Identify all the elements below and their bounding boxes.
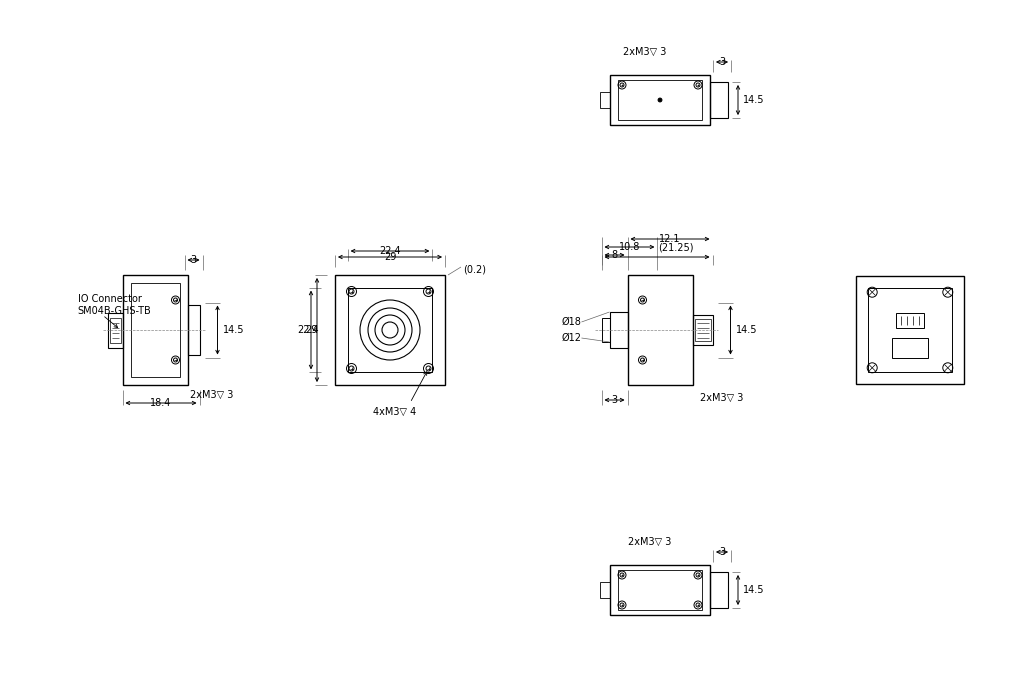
Bar	[710, 82, 728, 118]
Bar	[600, 92, 610, 108]
Bar	[109, 318, 121, 342]
Text: (0.2): (0.2)	[464, 265, 486, 275]
Text: 22.4: 22.4	[297, 325, 318, 335]
Text: 4xM3▽ 4: 4xM3▽ 4	[373, 407, 416, 417]
Bar	[348, 288, 433, 372]
Bar	[187, 305, 200, 355]
Bar	[131, 283, 179, 377]
Bar	[618, 80, 702, 120]
Bar	[618, 570, 702, 610]
Bar	[610, 565, 710, 615]
Bar	[600, 582, 610, 598]
Bar	[710, 572, 728, 608]
Text: 2xM3▽ 3: 2xM3▽ 3	[628, 537, 672, 547]
Text: 2xM3▽ 3: 2xM3▽ 3	[623, 47, 666, 57]
Bar	[892, 338, 928, 358]
Text: 2xM3▽ 3: 2xM3▽ 3	[191, 390, 234, 400]
Text: 29: 29	[305, 325, 317, 335]
Text: 8: 8	[612, 250, 618, 260]
Text: 18.4: 18.4	[150, 398, 172, 408]
Text: (21.25): (21.25)	[658, 243, 694, 253]
Text: 12.1: 12.1	[659, 234, 681, 244]
Bar	[610, 75, 710, 125]
Text: Ø12: Ø12	[561, 333, 582, 343]
Bar	[107, 312, 123, 347]
Text: Ø18: Ø18	[561, 317, 582, 327]
Text: 29: 29	[384, 252, 397, 262]
Text: 3: 3	[191, 255, 197, 265]
Text: 10.8: 10.8	[619, 242, 640, 252]
Text: 14.5: 14.5	[735, 325, 757, 335]
Text: 3: 3	[719, 57, 725, 67]
Bar	[602, 318, 610, 342]
Bar	[868, 288, 952, 372]
Text: 3: 3	[612, 395, 618, 405]
Bar	[692, 315, 713, 345]
Text: 14.5: 14.5	[743, 585, 764, 595]
Bar	[610, 312, 627, 348]
Bar	[123, 275, 187, 385]
Text: IO Connector
SM04B-GHS-TB: IO Connector SM04B-GHS-TB	[77, 294, 151, 316]
Circle shape	[658, 98, 662, 102]
Bar	[694, 319, 711, 341]
Bar	[896, 312, 924, 328]
Text: 14.5: 14.5	[743, 95, 764, 105]
Bar	[627, 275, 692, 385]
Text: 3: 3	[719, 547, 725, 557]
Bar	[335, 275, 445, 385]
Text: 14.5: 14.5	[222, 325, 244, 335]
Text: 2xM3▽ 3: 2xM3▽ 3	[700, 393, 744, 403]
Bar	[856, 276, 964, 384]
Text: 22.4: 22.4	[379, 246, 401, 256]
